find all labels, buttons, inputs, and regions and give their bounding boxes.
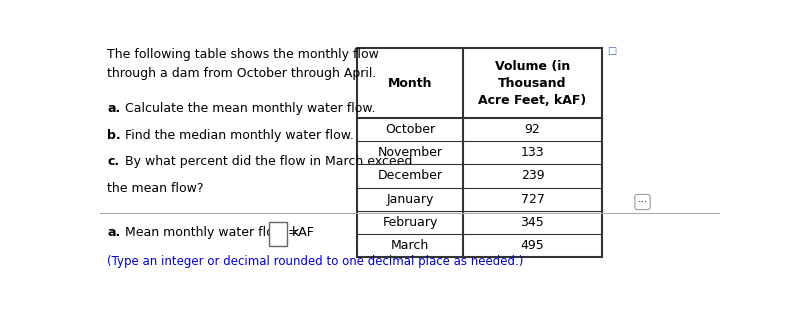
Text: □: □ bbox=[607, 46, 617, 56]
Text: March: March bbox=[391, 239, 429, 252]
Text: 133: 133 bbox=[521, 146, 544, 159]
Text: a.: a. bbox=[107, 226, 121, 239]
Text: January: January bbox=[386, 193, 434, 206]
Text: 345: 345 bbox=[521, 216, 544, 229]
Text: October: October bbox=[385, 123, 435, 136]
Text: Month: Month bbox=[388, 76, 432, 90]
Text: b.: b. bbox=[107, 129, 121, 142]
Text: 727: 727 bbox=[521, 193, 544, 206]
Text: kAF: kAF bbox=[292, 226, 315, 239]
Text: December: December bbox=[378, 169, 442, 183]
Text: Volume (in
Thousand
Acre Feet, kAF): Volume (in Thousand Acre Feet, kAF) bbox=[478, 60, 586, 107]
Bar bbox=[269, 222, 287, 246]
Text: a.: a. bbox=[107, 102, 121, 115]
Text: through a dam from October through April.: through a dam from October through April… bbox=[107, 67, 377, 80]
Text: c.: c. bbox=[107, 155, 119, 168]
Text: November: November bbox=[378, 146, 442, 159]
Text: ···: ··· bbox=[638, 197, 647, 207]
Text: Calculate the mean monthly water flow.: Calculate the mean monthly water flow. bbox=[121, 102, 375, 115]
Text: the mean flow?: the mean flow? bbox=[107, 182, 204, 195]
Text: February: February bbox=[382, 216, 438, 229]
Text: 239: 239 bbox=[521, 169, 544, 183]
Text: The following table shows the monthly flow: The following table shows the monthly fl… bbox=[107, 48, 379, 61]
Text: By what percent did the flow in March exceed: By what percent did the flow in March ex… bbox=[121, 155, 413, 168]
Text: Find the median monthly water flow.: Find the median monthly water flow. bbox=[121, 129, 354, 142]
Text: 495: 495 bbox=[521, 239, 544, 252]
Text: 92: 92 bbox=[525, 123, 540, 136]
Text: (Type an integer or decimal rounded to one decimal place as needed.): (Type an integer or decimal rounded to o… bbox=[107, 255, 524, 268]
Text: Mean monthly water flow =: Mean monthly water flow = bbox=[121, 226, 302, 239]
